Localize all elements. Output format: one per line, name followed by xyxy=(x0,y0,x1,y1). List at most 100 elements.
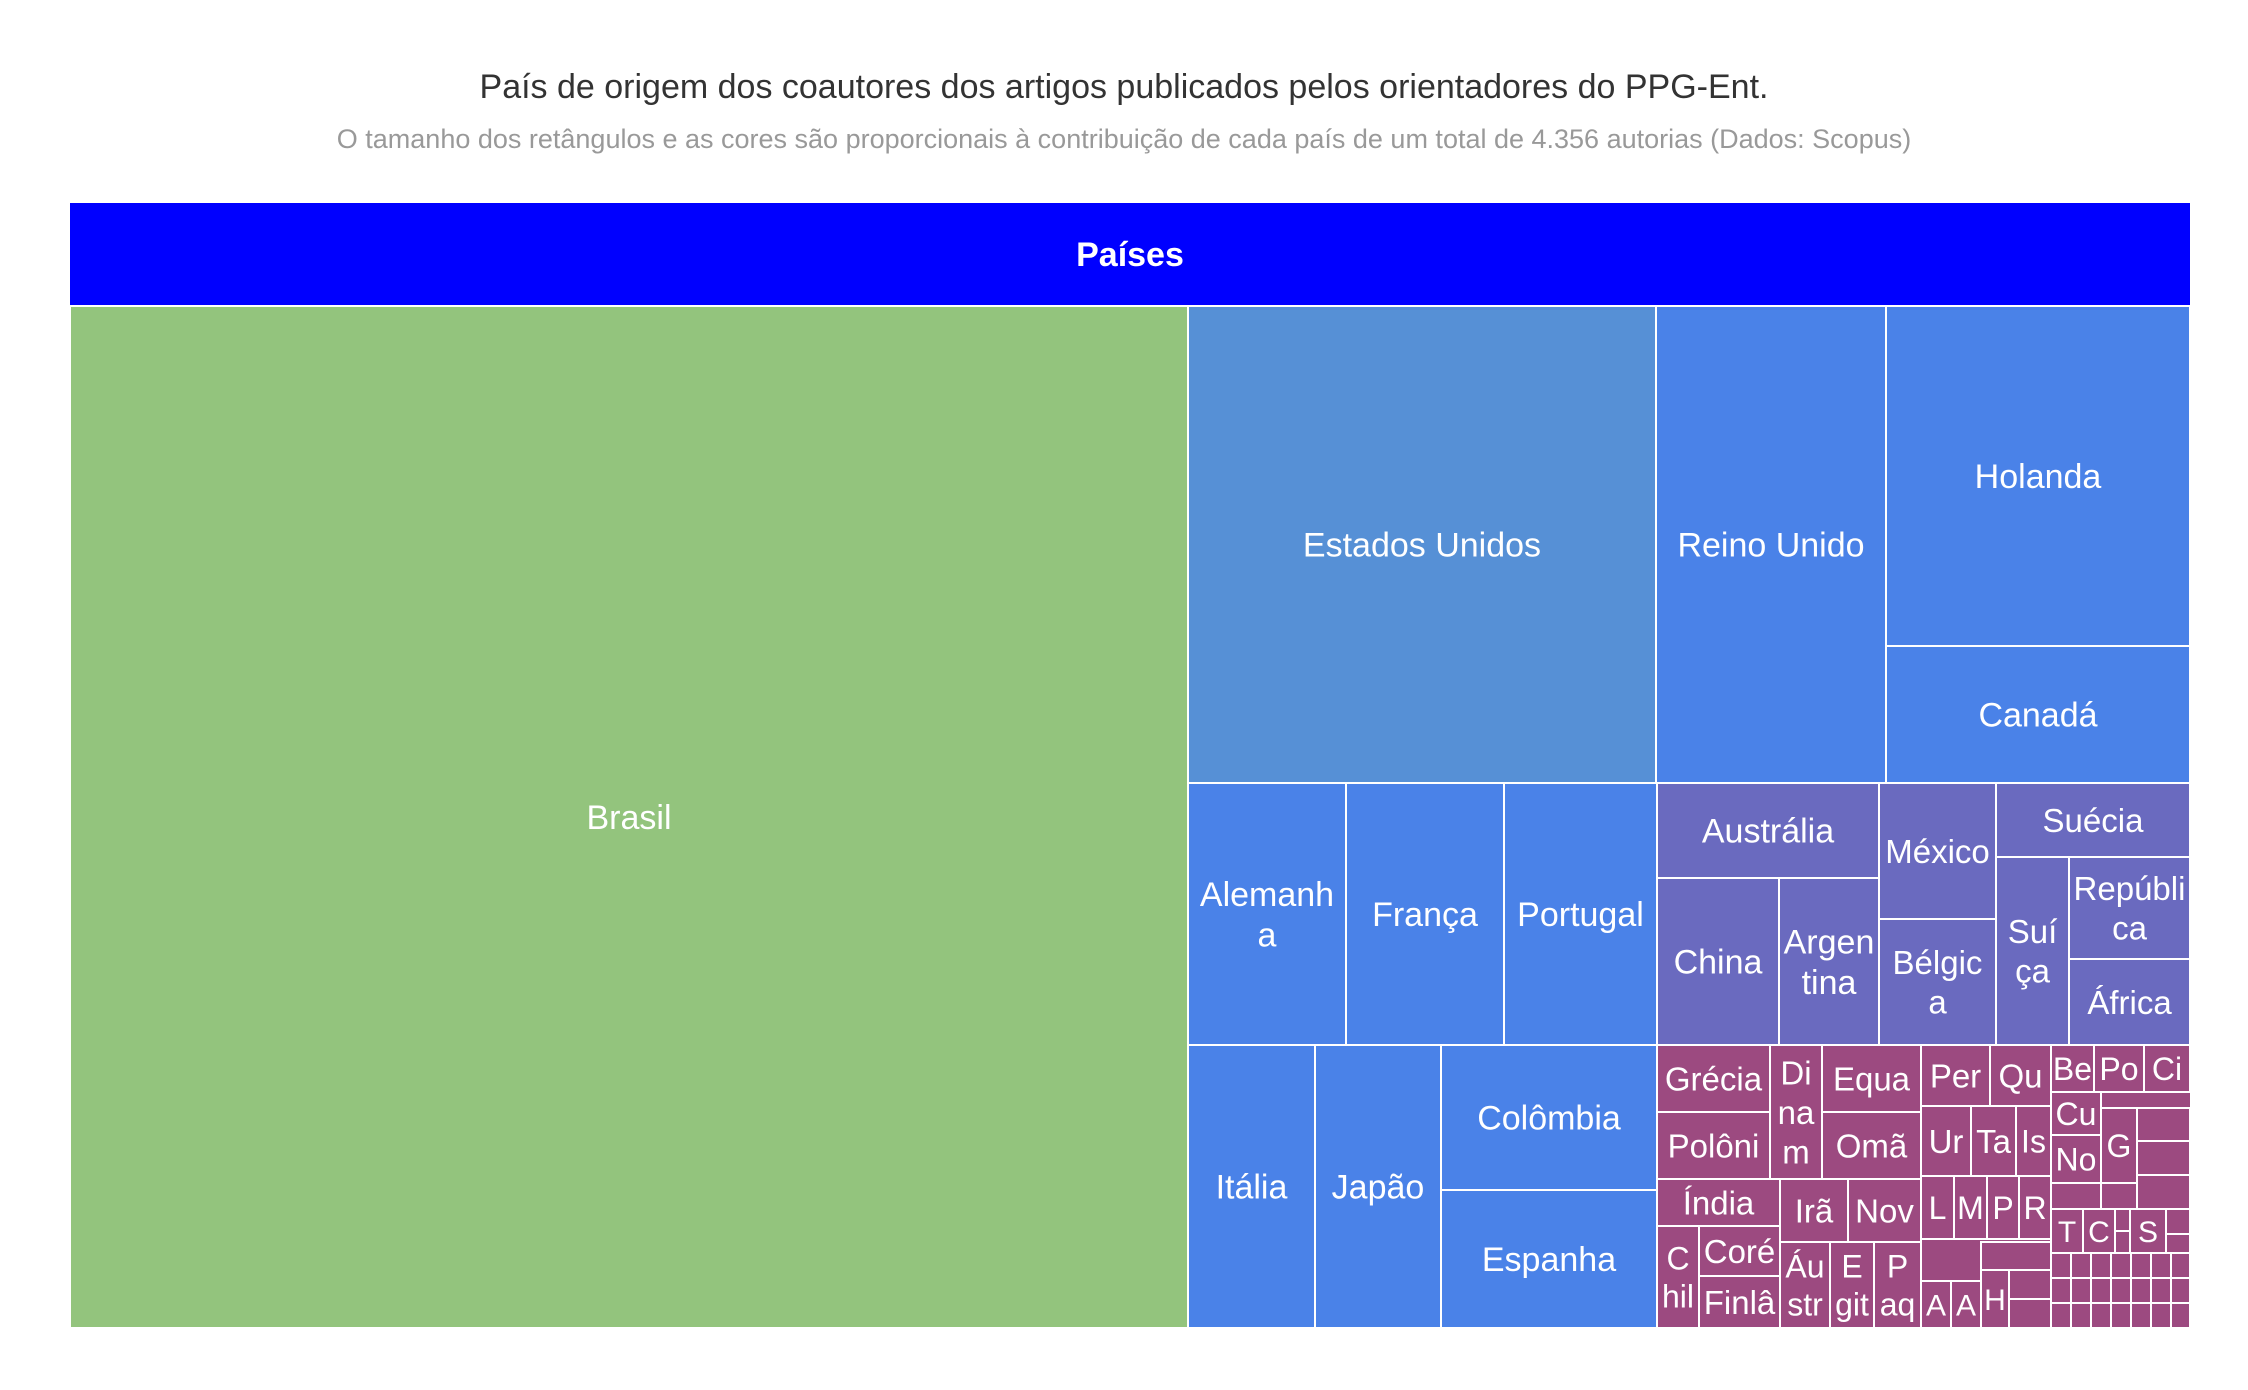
cell-republica-label: Repúbli ca xyxy=(2074,870,2186,947)
cell-alemanha[interactable] xyxy=(1187,782,1347,1046)
cell-africa-label: África xyxy=(2087,984,2172,1021)
cell-alemanha-label: Alemanh a xyxy=(1200,876,1334,955)
cell-small-22-label: R xyxy=(2023,1190,2046,1226)
cell-espanha-label: Espanha xyxy=(1482,1241,1616,1279)
cell-micro-8[interactable] xyxy=(2050,1252,2072,1279)
cell-micro-19[interactable] xyxy=(2130,1277,2152,1304)
cell-estados-unidos-label: Estados Unidos xyxy=(1303,527,1541,565)
cell-small-16-label: Índia xyxy=(1683,1184,1755,1221)
cell-micro-6[interactable] xyxy=(2114,1208,2131,1232)
cell-small-30[interactable] xyxy=(1829,1241,1875,1329)
cell-micro-15[interactable] xyxy=(2050,1277,2072,1304)
cell-small-22[interactable] xyxy=(2018,1175,2052,1240)
cell-china[interactable] xyxy=(1656,877,1780,1046)
cell-small-7[interactable] xyxy=(2143,1044,2191,1093)
cell-small-2[interactable] xyxy=(1821,1044,1922,1113)
cell-micro-10[interactable] xyxy=(2090,1252,2112,1279)
cell-japao-label: Japão xyxy=(1332,1169,1425,1207)
cell-micro-3[interactable] xyxy=(2100,1182,2138,1210)
cell-micro-25[interactable] xyxy=(2110,1302,2132,1329)
cell-japao[interactable] xyxy=(1314,1044,1442,1329)
cell-small-27[interactable] xyxy=(2129,1208,2167,1254)
cell-micro-24[interactable] xyxy=(2090,1302,2112,1329)
cell-small-8[interactable] xyxy=(1656,1111,1771,1180)
cell-mexico[interactable] xyxy=(1878,782,1997,920)
cell-micro-1[interactable] xyxy=(2136,1140,2191,1176)
cell-suica[interactable] xyxy=(1995,856,2070,1046)
cell-micro-22[interactable] xyxy=(2050,1302,2072,1329)
cell-small-0-label: Grécia xyxy=(1665,1060,1763,1097)
cell-small-11[interactable] xyxy=(1920,1105,1972,1177)
cell-small-33[interactable] xyxy=(1950,1280,1982,1329)
cell-italia[interactable] xyxy=(1187,1044,1316,1329)
cell-suecia[interactable] xyxy=(1995,782,2191,858)
cell-micro-21[interactable] xyxy=(2170,1277,2191,1304)
cell-micro-12[interactable] xyxy=(2130,1252,2152,1279)
cell-argentina-label: Argen tina xyxy=(1784,923,1875,1002)
cell-belgica[interactable] xyxy=(1878,918,1997,1046)
cell-small-26[interactable] xyxy=(2082,1208,2116,1254)
cell-micro-27[interactable] xyxy=(2150,1302,2172,1329)
treemap-header[interactable] xyxy=(70,203,2190,306)
treemap-cells: Brasil Estados Unidos Reino Unido Holanda Ca… xyxy=(69,305,2191,1329)
cell-small-9[interactable] xyxy=(1821,1111,1922,1180)
cell-portugal-label: Portugal xyxy=(1517,896,1644,934)
cell-micro-9[interactable] xyxy=(2070,1252,2092,1279)
cell-small-31[interactable] xyxy=(1873,1241,1922,1329)
cell-micro-13[interactable] xyxy=(2150,1252,2172,1279)
cell-republica[interactable] xyxy=(2068,856,2191,960)
cell-micro-31[interactable] xyxy=(1980,1241,2052,1271)
cell-mexico-label: México xyxy=(1885,833,1990,870)
cell-small-23[interactable] xyxy=(1656,1225,1700,1329)
cell-estados-unidos[interactable] xyxy=(1187,305,1657,784)
cell-belgica-label: Bélgic a xyxy=(1893,944,1983,1021)
cell-portugal[interactable] xyxy=(1503,782,1658,1046)
cell-small-21[interactable] xyxy=(1986,1175,2020,1240)
cell-small-20[interactable] xyxy=(1953,1175,1988,1240)
cell-micro-5[interactable] xyxy=(2165,1233,2191,1254)
cell-small-19-label: L xyxy=(1929,1190,1947,1226)
cell-brasil-label: Brasil xyxy=(586,799,671,837)
cell-micro-23[interactable] xyxy=(2070,1302,2092,1329)
cell-africa[interactable] xyxy=(2068,958,2191,1046)
cell-micro-2[interactable] xyxy=(2136,1174,2191,1210)
cell-small-12-label: Ta xyxy=(1976,1123,2012,1160)
cell-espanha[interactable] xyxy=(1440,1189,1658,1329)
cell-micro-29[interactable] xyxy=(2008,1269,2052,1300)
cell-micro-20[interactable] xyxy=(2150,1277,2172,1304)
cell-micro-18[interactable] xyxy=(2110,1277,2132,1304)
cell-australia-label: Austrália xyxy=(1702,813,1834,851)
cell-small-32[interactable] xyxy=(1920,1280,1952,1329)
cell-small-21-label: P xyxy=(1992,1190,2013,1226)
cell-micro-17[interactable] xyxy=(2090,1277,2112,1304)
cell-micro-16[interactable] xyxy=(2070,1277,2092,1304)
cell-small-5[interactable] xyxy=(2050,1044,2095,1093)
cell-micro-0[interactable] xyxy=(2136,1107,2191,1142)
cell-micro-11[interactable] xyxy=(2110,1252,2132,1279)
cell-small-0[interactable] xyxy=(1656,1044,1771,1113)
cell-small-4-label: Qu xyxy=(1998,1057,2042,1094)
cell-small-14[interactable] xyxy=(2050,1134,2102,1184)
cell-small-1[interactable] xyxy=(1769,1044,1823,1180)
cell-suica-label: Suí ça xyxy=(2008,913,2058,990)
cell-small-28[interactable] xyxy=(1698,1275,1781,1329)
cell-argentina[interactable] xyxy=(1778,877,1880,1046)
cell-small-17-label: Irã xyxy=(1795,1192,1834,1229)
cell-small-7-label: Ci xyxy=(2152,1051,2182,1087)
cell-holanda-label: Holanda xyxy=(1975,458,2102,496)
cell-micro-26[interactable] xyxy=(2130,1302,2152,1329)
cell-micro-28[interactable] xyxy=(2170,1302,2191,1329)
cell-small-15-label: G xyxy=(2107,1128,2132,1164)
cell-micro-30[interactable] xyxy=(2008,1298,2052,1329)
cell-small-34-label: H xyxy=(1984,1284,2006,1317)
cell-colombia-label: Colômbia xyxy=(1477,1100,1621,1138)
treemap-header-label: Países xyxy=(1076,236,1184,274)
cell-micro-4[interactable] xyxy=(2165,1208,2191,1235)
cell-small-1-label: Di na m xyxy=(1778,1054,1815,1170)
cell-micro-14[interactable] xyxy=(2170,1252,2191,1279)
cell-micro-7[interactable] xyxy=(2114,1230,2131,1254)
